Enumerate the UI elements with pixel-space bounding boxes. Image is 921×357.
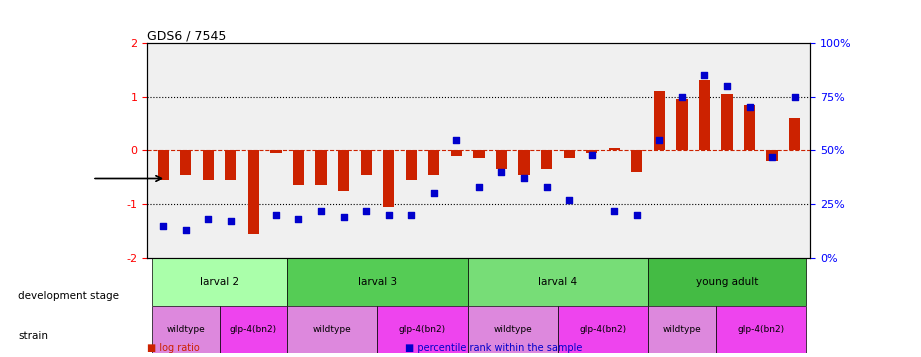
Bar [338, 150, 349, 191]
FancyBboxPatch shape [468, 306, 558, 353]
Bar [428, 150, 439, 175]
Bar [203, 150, 214, 180]
Bar [609, 148, 620, 150]
FancyBboxPatch shape [152, 258, 287, 306]
Point [156, 223, 170, 228]
Point [517, 175, 531, 181]
Bar [744, 105, 755, 150]
FancyBboxPatch shape [716, 306, 806, 353]
Point [201, 216, 216, 222]
Point [179, 227, 193, 233]
Bar [631, 150, 643, 172]
Point [359, 208, 374, 213]
Point [336, 214, 351, 220]
Point [629, 212, 644, 218]
Bar [654, 91, 665, 150]
Text: larval 4: larval 4 [538, 277, 577, 287]
Point [719, 83, 734, 89]
Text: ■ percentile rank within the sample: ■ percentile rank within the sample [405, 343, 583, 353]
Bar [564, 150, 575, 159]
Bar [450, 150, 462, 156]
Text: GDS6 / 7545: GDS6 / 7545 [147, 30, 227, 43]
FancyBboxPatch shape [558, 306, 648, 353]
Text: wildtype: wildtype [313, 325, 352, 334]
Bar [405, 150, 417, 180]
Point [472, 184, 486, 190]
Bar [519, 150, 530, 175]
Point [652, 137, 667, 142]
Text: wildtype: wildtype [494, 325, 532, 334]
Bar [495, 150, 507, 169]
Text: strain: strain [18, 331, 49, 341]
Text: glp-4(bn2): glp-4(bn2) [399, 325, 446, 334]
Point [246, 259, 261, 265]
Bar [181, 150, 192, 175]
Bar [699, 80, 710, 150]
Bar [248, 150, 259, 234]
Point [404, 212, 419, 218]
FancyBboxPatch shape [287, 258, 468, 306]
FancyBboxPatch shape [648, 306, 716, 353]
Point [381, 212, 396, 218]
Text: larval 3: larval 3 [358, 277, 397, 287]
Bar [789, 118, 800, 150]
Bar [293, 150, 304, 185]
Bar [586, 150, 598, 153]
Point [494, 169, 508, 175]
Text: young adult: young adult [696, 277, 758, 287]
Bar [721, 94, 733, 150]
Text: glp-4(bn2): glp-4(bn2) [230, 325, 277, 334]
Text: development stage: development stage [18, 291, 120, 301]
Point [742, 105, 757, 110]
Point [584, 152, 599, 157]
FancyBboxPatch shape [468, 258, 648, 306]
Point [269, 212, 284, 218]
Bar [676, 99, 688, 150]
Point [314, 208, 329, 213]
Text: glp-4(bn2): glp-4(bn2) [579, 325, 626, 334]
Text: ■ log ratio: ■ log ratio [147, 343, 200, 353]
Bar [541, 150, 553, 169]
FancyBboxPatch shape [152, 306, 219, 353]
Bar [225, 150, 237, 180]
Text: wildtype: wildtype [662, 325, 701, 334]
Bar [157, 150, 169, 180]
Point [787, 94, 802, 100]
Bar [360, 150, 372, 175]
Point [607, 208, 622, 213]
Point [764, 154, 779, 160]
Text: wildtype: wildtype [167, 325, 205, 334]
FancyBboxPatch shape [648, 258, 806, 306]
Point [449, 137, 464, 142]
Bar [383, 150, 394, 207]
Bar [270, 150, 282, 153]
Point [562, 197, 577, 203]
Text: larval 2: larval 2 [200, 277, 239, 287]
Point [539, 184, 554, 190]
FancyBboxPatch shape [287, 306, 378, 353]
Point [291, 216, 306, 222]
Point [697, 72, 712, 78]
Point [426, 191, 441, 196]
Text: glp-4(bn2): glp-4(bn2) [738, 325, 785, 334]
FancyBboxPatch shape [378, 306, 468, 353]
FancyBboxPatch shape [219, 306, 287, 353]
Bar [766, 150, 777, 161]
Bar [315, 150, 327, 185]
Point [674, 94, 689, 100]
Point [224, 218, 239, 224]
Bar [473, 150, 484, 159]
